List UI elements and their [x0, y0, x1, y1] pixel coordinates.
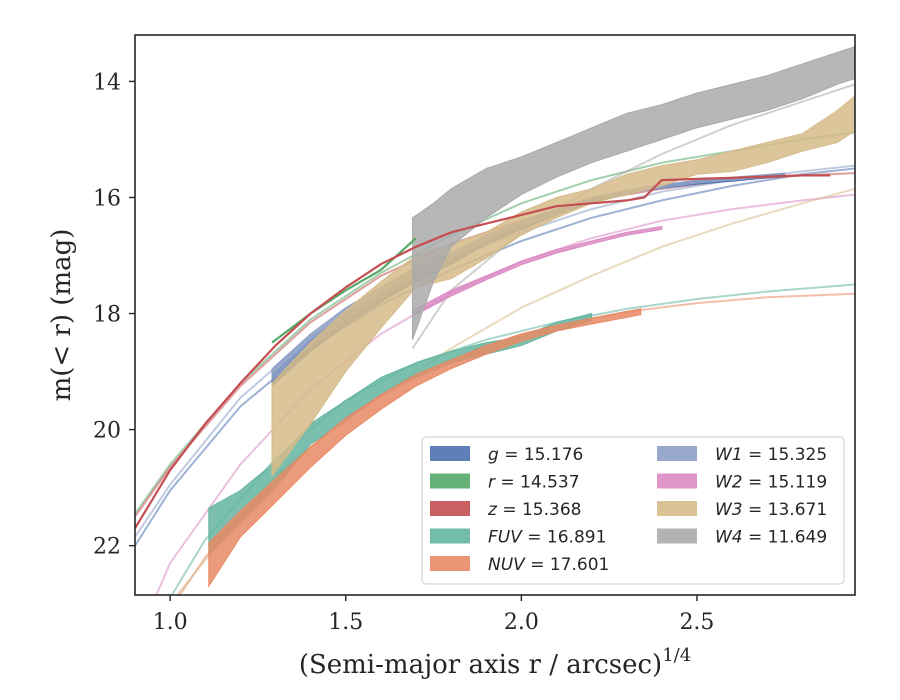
x-tick-label: 1.5 [328, 610, 363, 635]
y-tick-label: 20 [93, 419, 121, 444]
legend-label-w1: W1 = 15.325 [715, 445, 827, 465]
x-tick-label: 2.0 [504, 610, 539, 635]
series-band-w4 [412, 46, 855, 340]
series-band-w2 [412, 225, 663, 318]
y-tick-label: 18 [93, 303, 121, 328]
legend-swatch-z [430, 501, 470, 516]
y-tick-label: 16 [93, 186, 121, 211]
y-tick-label: 22 [93, 535, 121, 560]
legend-swatch-r [430, 473, 470, 489]
legend-label-r: r = 14.537 [488, 473, 580, 493]
legend-swatch-fuv [430, 528, 470, 544]
legend-swatch-w3 [657, 501, 697, 516]
series-band-w3 [271, 95, 855, 478]
x-tick-label: 1.0 [153, 610, 188, 635]
x-axis-title-superscript: 1/4 [662, 645, 691, 666]
series-band-nuv [208, 308, 642, 589]
legend-frame [421, 436, 845, 585]
series-model-w4 [411, 83, 855, 349]
series-line-z [135, 174, 831, 529]
legend-swatch-w4 [657, 528, 697, 544]
y-tick-label: 14 [93, 70, 121, 95]
legend-label-w3: W3 = 13.671 [715, 500, 827, 520]
x-axis-title-text: (Semi-major axis r / arcsec) [299, 650, 662, 680]
x-axis-title: (Semi-major axis r / arcsec)1/4 [299, 645, 691, 680]
legend-swatch-w2 [657, 473, 697, 489]
series-layer [135, 46, 855, 595]
legend: g = 15.176 r = 14.537 z = 15.368 FUV = 16.8… [421, 436, 845, 585]
y-axis-title: m(< r) (mag) [47, 229, 77, 402]
legend-label-nuv: NUV = 17.601 [488, 555, 609, 575]
legend-swatch-w1 [657, 446, 697, 461]
plot-frame [134, 34, 856, 596]
legend-swatch-nuv [430, 556, 470, 571]
x-axis: 1.0 1.5 2.0 2.5 [153, 595, 714, 635]
legend-label-z: z = 15.368 [487, 500, 581, 520]
legend-swatch-g [430, 446, 470, 461]
x-tick-label: 2.5 [679, 610, 714, 635]
y-axis: 14 16 18 20 22 [93, 70, 135, 560]
legend-label-fuv: FUV = 16.891 [488, 528, 606, 548]
legend-label-w2: W2 = 15.119 [715, 473, 827, 493]
legend-label-g: g = 15.176 [488, 445, 583, 465]
legend-label-w4: W4 = 11.649 [715, 528, 827, 548]
